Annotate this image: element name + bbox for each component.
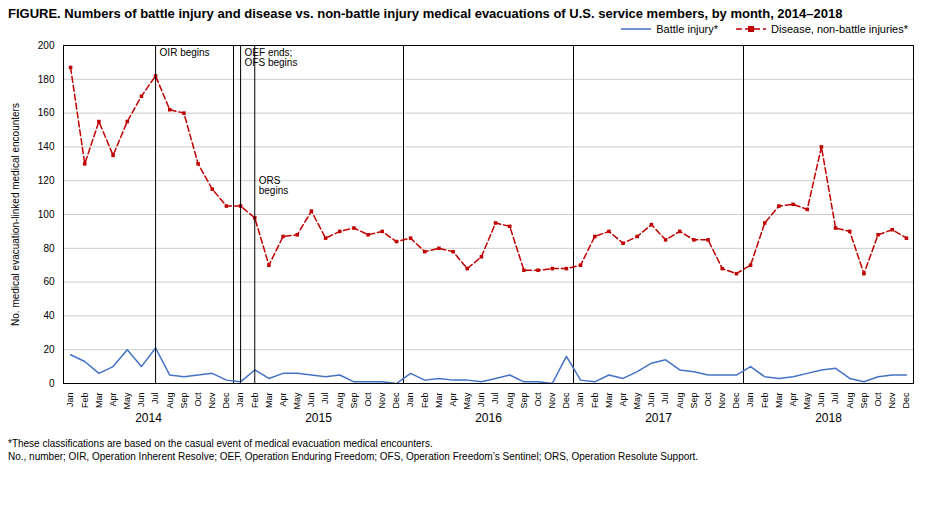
svg-text:Aug: Aug — [165, 393, 175, 409]
svg-text:Dec: Dec — [221, 392, 231, 409]
svg-text:Mar: Mar — [774, 392, 784, 408]
svg-text:Jul: Jul — [320, 393, 330, 405]
svg-text:200: 200 — [38, 40, 55, 51]
svg-text:Jul: Jul — [660, 393, 670, 405]
svg-text:Aug: Aug — [335, 393, 345, 409]
svg-text:Nov: Nov — [887, 392, 897, 409]
svg-text:Aug: Aug — [845, 393, 855, 409]
svg-text:Jun: Jun — [476, 393, 486, 408]
html-text:Disease, non-battle injuries*: Disease, non-battle injuries* — [771, 23, 908, 35]
svg-text:Jul: Jul — [150, 393, 160, 405]
svg-text:140: 140 — [38, 141, 55, 152]
svg-text:Jun: Jun — [646, 393, 656, 408]
svg-text:80: 80 — [43, 243, 55, 254]
svg-text:Jan: Jan — [405, 393, 415, 408]
html-text:*These classifications are bas: *These classifications are based on the … — [8, 438, 433, 449]
svg-text:60: 60 — [43, 276, 55, 287]
svg-text:2018: 2018 — [815, 411, 842, 425]
svg-text:Jun: Jun — [816, 393, 826, 408]
svg-text:Jan: Jan — [575, 393, 585, 408]
svg-text:Feb: Feb — [590, 393, 600, 409]
svg-text:Apr: Apr — [618, 393, 628, 407]
svg-text:Apr: Apr — [788, 393, 798, 407]
svg-text:Sep: Sep — [689, 393, 699, 409]
svg-text:Feb: Feb — [80, 393, 90, 409]
svg-text:Jan: Jan — [235, 393, 245, 408]
svg-text:May: May — [122, 392, 132, 410]
svg-text:160: 160 — [38, 107, 55, 118]
svg-text:0: 0 — [49, 378, 55, 389]
svg-text:180: 180 — [38, 74, 55, 85]
svg-text:May: May — [802, 392, 812, 410]
svg-text:May: May — [292, 392, 302, 410]
svg-text:Aug: Aug — [505, 393, 515, 409]
html-text:FIGURE. Numbers of battle inju: FIGURE. Numbers of battle injury and dis… — [8, 6, 843, 21]
svg-text:Jun: Jun — [136, 393, 146, 408]
svg-text:Jan: Jan — [65, 393, 75, 408]
svg-text:ORSbegins: ORSbegins — [259, 175, 288, 196]
svg-text:Nov: Nov — [207, 392, 217, 409]
html-text:No., number; OIR, Operation In: No., number; OIR, Operation Inherent Res… — [8, 451, 699, 462]
svg-text:May: May — [632, 392, 642, 410]
svg-text:Aug: Aug — [675, 393, 685, 409]
svg-text:Feb: Feb — [760, 393, 770, 409]
svg-text:No. medical evacuation-linked: No. medical evacuation-linked medical en… — [10, 103, 21, 326]
svg-text:Jul: Jul — [490, 393, 500, 405]
svg-text:Oct: Oct — [363, 392, 373, 407]
svg-text:OIR begins: OIR begins — [160, 47, 210, 58]
svg-text:Feb: Feb — [250, 393, 260, 409]
svg-text:2015: 2015 — [305, 411, 332, 425]
svg-text:100: 100 — [38, 209, 55, 220]
svg-text:Apr: Apr — [108, 393, 118, 407]
svg-text:Sep: Sep — [179, 393, 189, 409]
svg-text:Mar: Mar — [94, 392, 104, 408]
svg-text:Nov: Nov — [547, 392, 557, 409]
svg-text:40: 40 — [43, 310, 55, 321]
svg-text:Oct: Oct — [193, 392, 203, 407]
svg-text:Dec: Dec — [391, 392, 401, 409]
svg-text:Nov: Nov — [377, 392, 387, 409]
svg-text:Jul: Jul — [830, 393, 840, 405]
svg-text:Feb: Feb — [420, 393, 430, 409]
svg-text:120: 120 — [38, 175, 55, 186]
svg-text:OEF ends;OFS begins: OEF ends;OFS begins — [245, 47, 298, 68]
svg-text:May: May — [462, 392, 472, 410]
svg-text:Jun: Jun — [306, 393, 316, 408]
svg-text:Oct: Oct — [703, 392, 713, 407]
svg-text:Apr: Apr — [448, 393, 458, 407]
html-text:Battle injury*: Battle injury* — [656, 23, 718, 35]
svg-text:Mar: Mar — [264, 392, 274, 408]
svg-text:2017: 2017 — [645, 411, 672, 425]
svg-text:Sep: Sep — [349, 393, 359, 409]
svg-text:Apr: Apr — [278, 393, 288, 407]
svg-text:Oct: Oct — [533, 392, 543, 407]
svg-text:2014: 2014 — [135, 411, 162, 425]
svg-text:Dec: Dec — [731, 392, 741, 409]
svg-text:Sep: Sep — [519, 393, 529, 409]
svg-text:Sep: Sep — [859, 393, 869, 409]
svg-text:Dec: Dec — [561, 392, 571, 409]
svg-text:20: 20 — [43, 344, 55, 355]
svg-text:Mar: Mar — [604, 392, 614, 408]
svg-text:Oct: Oct — [873, 392, 883, 407]
svg-text:Nov: Nov — [717, 392, 727, 409]
svg-text:2016: 2016 — [475, 411, 502, 425]
svg-text:Jan: Jan — [745, 393, 755, 408]
svg-text:Mar: Mar — [434, 392, 444, 408]
svg-text:Dec: Dec — [901, 392, 911, 409]
